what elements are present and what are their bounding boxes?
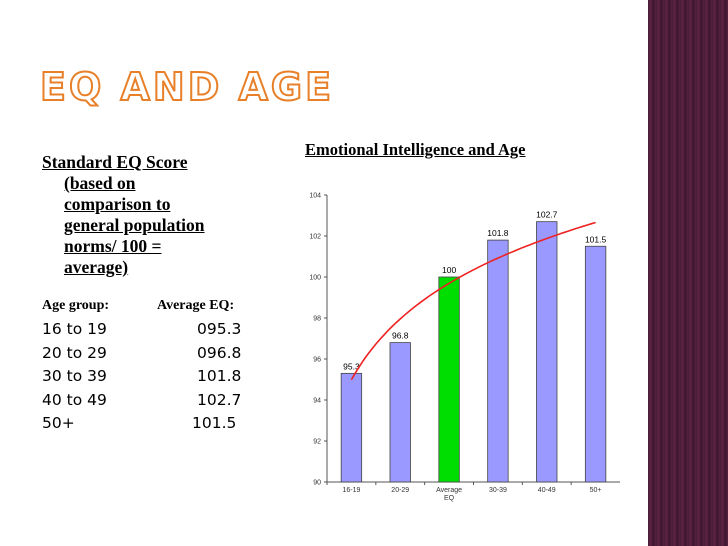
age-table-row: 50+ 101.5: [42, 414, 282, 438]
x-tick-label: 20-29: [391, 487, 409, 494]
eq-score-heading-line: norms/ 100 =: [64, 236, 162, 256]
bar: [389, 342, 411, 483]
x-tick-label: 50+: [590, 487, 602, 494]
age-group-cell: 50+: [42, 414, 75, 432]
age-table-row: 40 to 49 102.7: [42, 391, 282, 415]
x-tick-label: Average EQ: [436, 487, 462, 502]
bar: [487, 239, 509, 483]
eq-score-heading-first: Standard EQ Score: [42, 152, 188, 172]
y-tick-label: 98: [313, 316, 321, 323]
average-eq-cell: 095.3: [197, 320, 242, 338]
eq-age-bar-chart: 90 92 94 96 98 100 102 104 95.3 16-19 96.8 20-29 100…: [309, 193, 620, 502]
bar-data-label: 101.8: [487, 228, 509, 238]
average-eq-column-header: Average EQ:: [157, 298, 235, 313]
y-tick-label: 92: [313, 439, 321, 446]
age-group-cell: 20 to 29: [42, 343, 107, 362]
y-tick-label: 90: [313, 480, 321, 487]
eq-description-panel: Standard EQ Score (based on comparison t…: [42, 152, 282, 438]
y-tick-label: 94: [313, 398, 321, 405]
eq-score-heading-line: average): [64, 257, 129, 277]
age-group-cell: 16 to 19: [42, 320, 107, 338]
x-tick-label: 16-19: [342, 487, 360, 494]
bar: [584, 245, 607, 483]
age-group-column-header: Age group:: [42, 298, 110, 313]
age-table-row: 16 to 19 095.3: [42, 320, 282, 344]
average-eq-cell: 096.8: [197, 343, 242, 362]
bar: [438, 276, 460, 483]
y-tick-label: 96: [313, 357, 321, 364]
slide-title: EQ AND AGE: [39, 65, 335, 109]
trend-line: [350, 221, 596, 381]
bar-data-label: 95.3: [343, 361, 360, 371]
y-tick-label: 102: [309, 234, 321, 241]
age-table-row: 20 to 29 096.8: [42, 344, 282, 368]
average-eq-cell: 101.8: [197, 367, 242, 385]
eq-score-heading-line: (based on: [64, 173, 136, 193]
average-eq-cell: 102.7: [197, 390, 242, 409]
y-tick-label: 100: [309, 275, 321, 282]
bar: [536, 221, 558, 483]
eq-score-heading-line: general population: [64, 215, 205, 235]
age-group-cell: 30 to 39: [42, 367, 107, 385]
eq-score-heading: Standard EQ Score (based on comparison t…: [42, 152, 282, 278]
x-tick-label: 40-49: [538, 487, 556, 494]
age-table-row: 30 to 39 101.8: [42, 367, 282, 391]
bar-data-label: 96.8: [392, 331, 409, 341]
bar: [340, 372, 363, 483]
bar-data-label: 102.7: [536, 210, 558, 220]
chart-title: Emotional Intelligence and Age: [305, 140, 526, 159]
age-table-header: Age group: Average EQ:: [42, 298, 282, 320]
average-eq-cell: 101.5: [192, 414, 237, 432]
bar-data-label: 100: [442, 265, 456, 275]
age-group-cell: 40 to 49: [42, 390, 107, 409]
x-tick-label: 30-39: [489, 487, 507, 494]
bar-data-label: 101.5: [585, 234, 607, 244]
decorative-side-band: [648, 0, 728, 546]
y-tick-label: 104: [309, 193, 321, 200]
eq-score-heading-line: comparison to: [64, 194, 171, 214]
